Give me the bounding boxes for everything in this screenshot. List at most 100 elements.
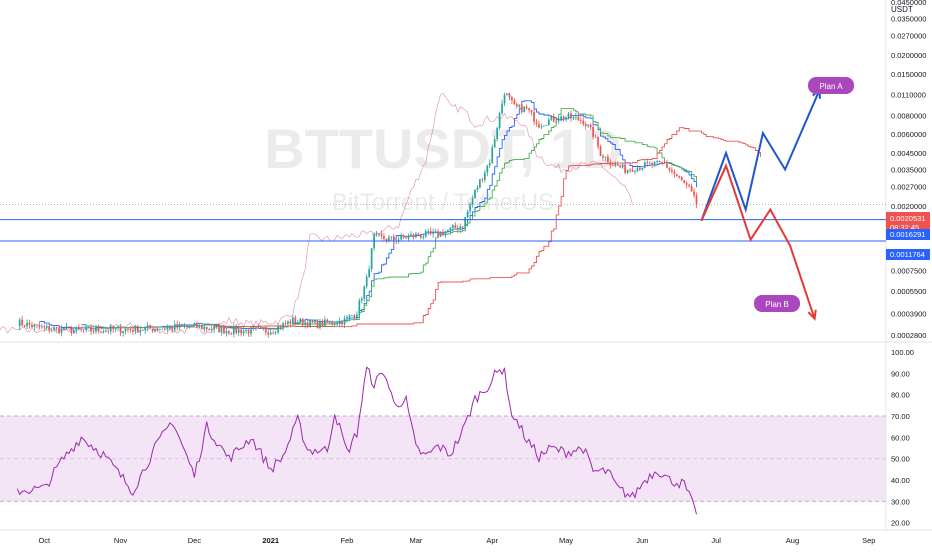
candle-body [304, 322, 307, 326]
candle-body [454, 225, 457, 229]
candle-body [535, 121, 538, 124]
candle-body [208, 329, 211, 330]
candle-body [173, 324, 176, 330]
candle-body [245, 329, 247, 331]
last-price-value: 0.0020531 [890, 214, 925, 223]
candle-body [550, 116, 553, 120]
candle-body [168, 326, 171, 328]
candle-body [572, 117, 575, 119]
level-tag-lower-value: 0.0011764 [890, 250, 925, 259]
candle-body [324, 319, 326, 327]
candle-body [90, 327, 92, 332]
candle-body [380, 234, 383, 236]
price-pane[interactable] [0, 0, 886, 342]
scenario-path-a [700, 89, 821, 222]
candle-body [658, 161, 661, 163]
candle-body [365, 276, 368, 287]
plan-b-annotation[interactable]: Plan B [754, 295, 800, 312]
base-line [81, 107, 697, 329]
candle-body [176, 324, 179, 328]
candle-body [159, 329, 161, 331]
candle-body [695, 195, 698, 205]
candle-body [464, 217, 467, 228]
candle-body [326, 319, 329, 323]
price-tick-label: 0.0060000 [891, 130, 926, 139]
candle-body [378, 233, 380, 235]
candle-body [161, 328, 164, 330]
candle-body [496, 128, 499, 140]
price-tick-label: 0.0007500 [891, 267, 926, 276]
candle-body [100, 331, 102, 333]
candle-body [594, 136, 597, 138]
candle-body [75, 327, 78, 331]
candle-body [368, 269, 371, 277]
candle-body [582, 120, 585, 124]
price-tick-label: 0.0002800 [891, 331, 926, 340]
candle-body [693, 191, 695, 196]
candle-body [360, 298, 363, 301]
candle-body [604, 156, 607, 158]
candle-body [72, 330, 75, 334]
time-tick-label: Nov [114, 536, 128, 545]
candle-body [575, 116, 577, 118]
plan-a-bubble [808, 77, 854, 94]
candle-body [23, 325, 26, 327]
candle-body [461, 226, 464, 228]
price-tick-label: 0.0035000 [891, 165, 926, 174]
price-tick-label: 0.0003900 [891, 309, 926, 318]
candle-body [70, 327, 73, 334]
candle-body [481, 179, 484, 181]
candle-body [269, 332, 272, 335]
candle-body [58, 327, 60, 333]
candle-body [358, 300, 361, 315]
price-axis-panel[interactable] [886, 0, 932, 550]
candle-body [338, 320, 341, 324]
candle-body [528, 108, 531, 111]
candle-body [427, 231, 430, 232]
candle-body [479, 179, 481, 188]
candle-body [296, 322, 299, 324]
candle-body [474, 189, 476, 199]
candle-body [567, 113, 570, 118]
candle-body [272, 332, 275, 334]
candle-body [355, 314, 358, 318]
candle-body [92, 331, 95, 333]
candle-body [417, 233, 420, 236]
candle-body [518, 104, 521, 107]
candle-body [257, 327, 260, 329]
candle-body [520, 104, 523, 113]
candle-body [597, 137, 599, 147]
candle-body [690, 185, 693, 192]
candle-body [525, 106, 528, 109]
candle-body [196, 322, 198, 328]
candle-body [646, 162, 649, 164]
candle-body [193, 322, 196, 326]
candle-body [181, 324, 183, 326]
price-tick-label: 0.0110000 [891, 90, 926, 99]
candle-body [562, 116, 565, 120]
candle-body [419, 235, 422, 238]
candle-body [95, 327, 97, 332]
candle-body [50, 329, 53, 331]
candle-body [228, 331, 230, 334]
rsi-line [16, 366, 697, 515]
candle-body [407, 235, 410, 239]
candle-body [609, 162, 612, 166]
candle-body [577, 116, 580, 121]
candle-body [673, 171, 676, 175]
candle-body [456, 228, 459, 230]
plan-a-annotation[interactable]: Plan A [808, 77, 854, 94]
candle-body [146, 325, 149, 328]
candle-body [348, 315, 351, 318]
candle-body [683, 180, 686, 183]
watermark-ticker: BTTUSDT, 1D [264, 117, 622, 180]
candle-body [624, 164, 626, 173]
candle-body [616, 164, 619, 166]
candle-body [87, 327, 90, 328]
rsi-tick-label: 90.00 [891, 369, 910, 378]
candle-body [651, 163, 654, 166]
candle-body [680, 177, 683, 181]
candle-body [387, 237, 390, 241]
